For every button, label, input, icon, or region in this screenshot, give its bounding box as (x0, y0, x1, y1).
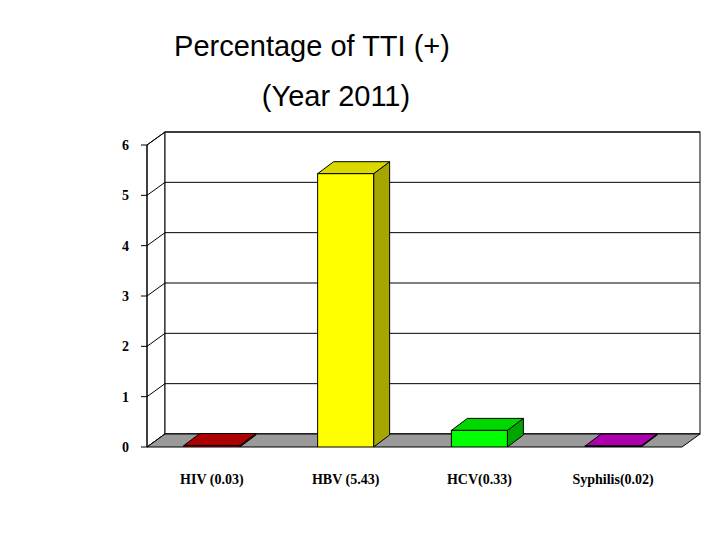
tick-label: 4 (122, 239, 129, 254)
tick-mark (141, 245, 147, 246)
bar-side (374, 162, 390, 447)
bar (184, 433, 256, 447)
tick-label: 5 (122, 188, 129, 203)
category-label: HBV (5.43) (312, 472, 380, 488)
grid-line (147, 233, 700, 246)
bar-top (585, 434, 657, 446)
grid-line (147, 283, 700, 296)
bar-front (184, 445, 240, 447)
bar-front (318, 174, 374, 447)
grid-line (147, 434, 700, 447)
tick-label: 6 (122, 138, 129, 153)
tick-label: 3 (122, 289, 129, 304)
tick-label: 2 (122, 339, 129, 354)
chart-container: Percentage of TTI (+) (Year 2011) 0 1 2 3 4 5 6 H… (0, 0, 720, 540)
tick-mark (141, 396, 147, 397)
bar (451, 418, 523, 447)
tick-mark (141, 346, 147, 347)
tick-mark (141, 195, 147, 196)
bar-top (451, 418, 523, 430)
bar (318, 162, 390, 447)
floor (147, 434, 700, 447)
tick-mark (141, 296, 147, 297)
tick-mark (141, 145, 147, 146)
y-axis (147, 145, 148, 447)
bar-front (585, 446, 641, 447)
grid-line (147, 182, 700, 195)
category-label: Syphilis(0.02) (572, 472, 654, 488)
category-label: HIV (0.03) (180, 472, 244, 488)
bar (585, 434, 657, 447)
grid-line (147, 132, 700, 145)
tick-label: 0 (122, 440, 129, 455)
grid-line (147, 333, 700, 346)
subtitle: (Year 2011) (262, 80, 410, 112)
bar-top (184, 433, 256, 445)
bar-front (451, 430, 507, 447)
chart: Percentage of TTI (+) (Year 2011) 0 1 2 3 4 5 6 H… (0, 0, 720, 540)
tick-label: 1 (122, 390, 129, 405)
category-label: HCV(0.33) (447, 472, 512, 488)
title: Percentage of TTI (+) (174, 30, 450, 62)
bar-top (318, 162, 390, 174)
grid-line (147, 384, 700, 397)
bars (184, 162, 657, 447)
